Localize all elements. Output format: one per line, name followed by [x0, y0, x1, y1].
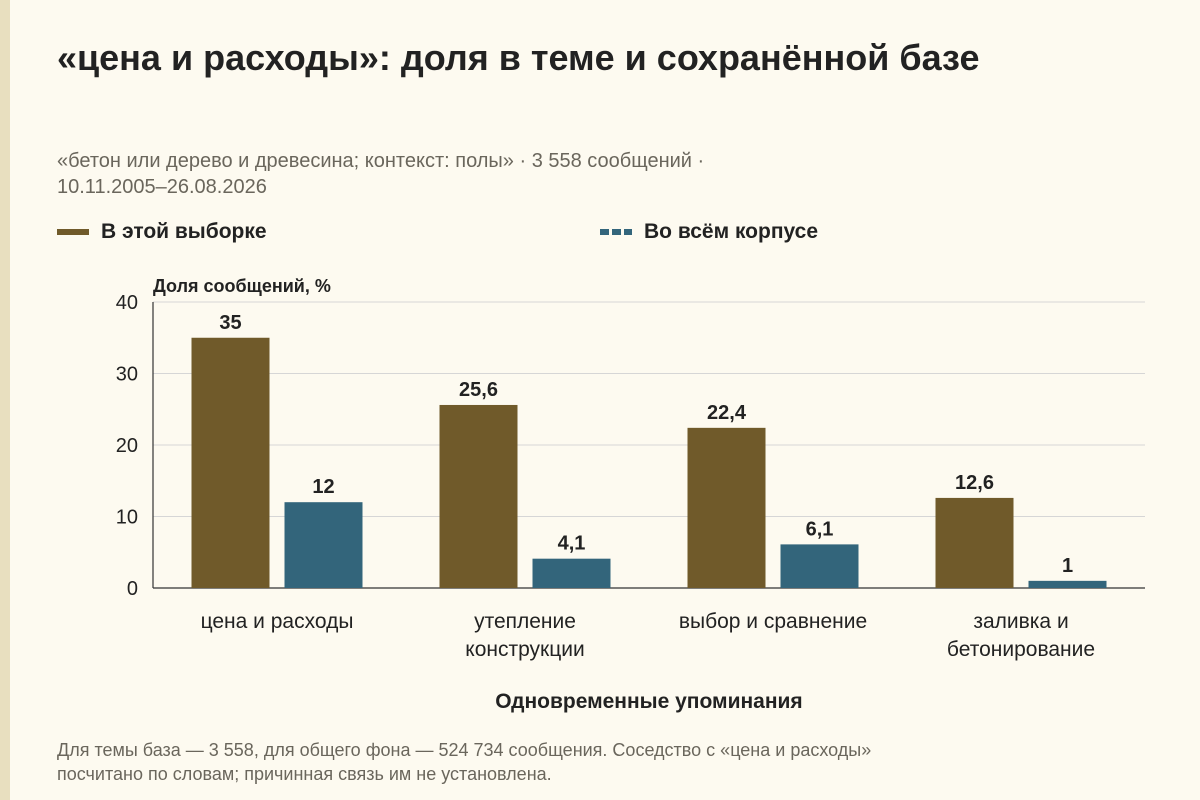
- chart-subtitle: «бетон или дерево и древесина; контекст:…: [57, 148, 1057, 200]
- y-tick-label-10: 10: [116, 507, 138, 529]
- legend-item-sample: В этой выборке: [57, 220, 267, 244]
- x-axis-label: Одновременные упоминания: [495, 690, 802, 713]
- y-tick-label-20: 20: [116, 435, 138, 457]
- legend-swatch-sample: [57, 229, 89, 235]
- data-label-sample-3: 12,6: [955, 472, 994, 494]
- x-tick-label-0-0: цена и расходы: [201, 610, 354, 633]
- legend-swatch-corpus: [600, 229, 632, 235]
- data-label-corpus-2: 6,1: [806, 518, 834, 540]
- bar-corpus-3: [1028, 580, 1107, 588]
- bar-corpus-0: [284, 502, 363, 588]
- y-tick-label-0: 0: [127, 578, 138, 600]
- subtitle-line-1: «бетон или дерево и древесина; контекст:…: [57, 150, 705, 172]
- y-axis-label: Доля сообщений, %: [153, 276, 331, 296]
- bar-sample-3: [935, 497, 1014, 588]
- x-tick-label-3-1: бетонирование: [947, 638, 1095, 661]
- data-label-corpus-0: 12: [312, 476, 334, 498]
- data-label-corpus-3: 1: [1062, 555, 1073, 577]
- y-tick-label-40: 40: [116, 292, 138, 314]
- x-tick-label-3-0: заливка и: [973, 610, 1068, 633]
- legend-item-corpus: Во всём корпусе: [600, 220, 818, 244]
- footnote: Для темы база — 3 558, для общего фона —…: [57, 738, 1157, 786]
- x-tick-label-1-1: конструкции: [465, 638, 584, 661]
- bar-corpus-1: [532, 558, 611, 588]
- legend-label-corpus: Во всём корпусе: [644, 220, 819, 243]
- legend-label-sample: В этой выборке: [101, 220, 267, 243]
- data-label-sample-0: 35: [219, 312, 241, 334]
- bar-sample-0: [191, 337, 270, 588]
- x-tick-label-2-0: выбор и сравнение: [679, 610, 867, 633]
- data-label-sample-2: 22,4: [707, 402, 747, 424]
- data-label-corpus-1: 4,1: [558, 533, 586, 555]
- bar-sample-2: [687, 427, 766, 588]
- footnote-line-2: посчитано по словам; причинная связь им …: [57, 764, 552, 784]
- bar-sample-1: [439, 404, 518, 588]
- chart-title: «цена и расходы»: доля в теме и сохранён…: [57, 37, 980, 78]
- footnote-line-1: Для темы база — 3 558, для общего фона —…: [57, 740, 872, 760]
- left-accent-strip: [0, 0, 10, 800]
- subtitle-line-2: 10.11.2005–26.08.2026: [57, 176, 267, 198]
- data-label-sample-1: 25,6: [459, 379, 498, 401]
- bar-corpus-2: [780, 544, 859, 588]
- y-tick-label-30: 30: [116, 364, 138, 386]
- x-tick-label-1-0: утепление: [474, 610, 576, 633]
